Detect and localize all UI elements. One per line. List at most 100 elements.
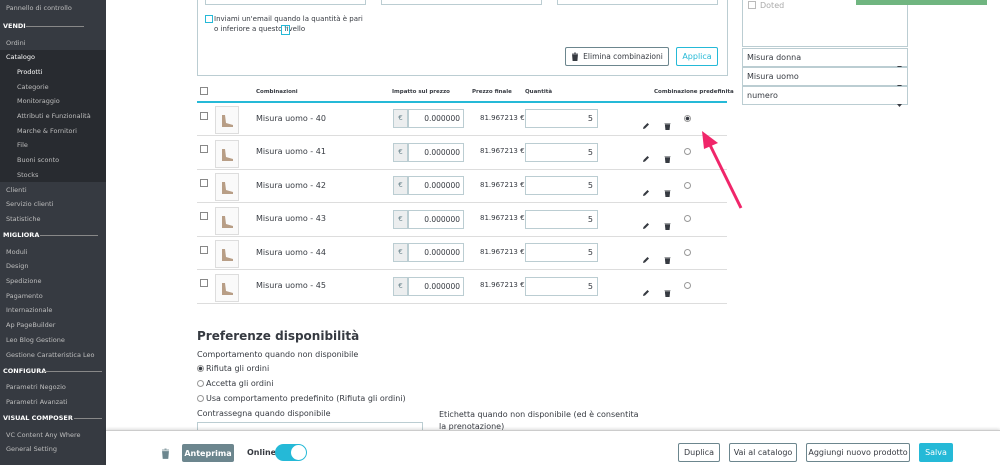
select[interactable]: Misura uomo — [742, 67, 908, 88]
header-rule — [197, 101, 727, 103]
input[interactable] — [381, 0, 542, 5]
radio[interactable] — [197, 380, 204, 387]
quantity-input[interactable]: 5 — [525, 142, 598, 162]
menu-item[interactable]: Internazionale — [6, 306, 53, 315]
add-product-button[interactable]: Aggiungi nuovo prodotto — [806, 443, 910, 462]
menu-item[interactable]: Clienti — [6, 185, 27, 194]
submenu-item[interactable]: Attributi e Funzionalità — [17, 112, 91, 120]
menu-item[interactable]: Statistiche — [6, 214, 41, 223]
row-checkbox[interactable] — [200, 279, 208, 288]
quantity-input[interactable]: 5 — [525, 209, 598, 229]
active-group — [0, 49, 106, 182]
edit-icon[interactable] — [642, 182, 650, 201]
menu-item[interactable]: General Setting — [6, 445, 57, 454]
menu-item[interactable]: Pagamento — [6, 291, 43, 300]
submenu-item[interactable]: Marche & Fornitori — [17, 126, 77, 135]
submenu-item[interactable]: File — [17, 141, 28, 150]
row-checkbox[interactable] — [200, 178, 208, 187]
menu-item[interactable]: Spedizione — [6, 277, 42, 285]
edit-icon[interactable] — [642, 148, 650, 167]
menu-item[interactable]: VC Content Any Where — [6, 430, 81, 439]
delete-icon[interactable] — [664, 115, 671, 134]
default-radio[interactable] — [684, 215, 691, 223]
row-checkbox[interactable] — [200, 212, 208, 221]
save-button[interactable]: Salva — [919, 443, 953, 462]
delete-icon[interactable] — [664, 249, 671, 268]
impact-input[interactable]: 0.000000 — [408, 109, 464, 128]
delete-icon[interactable] — [664, 148, 671, 167]
delete-icon[interactable] — [664, 282, 671, 301]
submenu-item[interactable]: Categorie — [17, 82, 49, 91]
impact-input[interactable]: 0.000000 — [408, 243, 464, 262]
menu-item[interactable]: Parametri Avanzati — [6, 397, 68, 406]
online-label: Online — [247, 448, 277, 457]
input[interactable] — [205, 0, 366, 5]
delete-icon[interactable] — [161, 448, 170, 459]
default-radio[interactable] — [684, 181, 691, 189]
currency-addon: € — [393, 243, 408, 262]
row-separator — [197, 168, 727, 170]
input[interactable] — [557, 0, 718, 5]
row-checkbox[interactable] — [200, 111, 208, 120]
help-icon[interactable]: ? — [281, 25, 290, 35]
quantity-input[interactable]: 5 — [525, 109, 598, 128]
apply-button[interactable]: Applica — [676, 47, 718, 66]
select[interactable]: numero — [742, 86, 908, 107]
menu-item[interactable]: Gestione Caratteristica Leo — [6, 350, 95, 359]
column-header: Prezzo finale — [472, 89, 512, 95]
online-toggle[interactable] — [275, 444, 307, 461]
radio[interactable] — [197, 365, 204, 372]
section-title: CONFIGURA — [3, 366, 47, 375]
checkbox[interactable] — [748, 1, 756, 9]
menu-item[interactable]: Parametri Negozio — [6, 383, 66, 392]
impact-input[interactable]: 0.000000 — [408, 142, 464, 162]
edit-icon[interactable] — [642, 249, 650, 268]
menu-item[interactable]: Ap PageBuilder — [6, 321, 56, 330]
thumbnail — [215, 206, 239, 235]
select-all-checkbox[interactable] — [200, 87, 208, 95]
menu-item[interactable]: Pannello di controllo — [6, 4, 72, 12]
row-separator — [197, 135, 727, 136]
quantity-input[interactable]: 5 — [525, 176, 598, 195]
submenu-item[interactable]: Prodotti — [17, 67, 43, 76]
delete-combinations-button[interactable]: Elimina combinazioni — [565, 47, 669, 66]
submenu-item[interactable]: Stocks — [17, 170, 39, 179]
final-price: 81.967213 € — [480, 180, 525, 189]
default-radio[interactable] — [684, 148, 691, 156]
preview-button[interactable]: Anteprima — [182, 444, 234, 462]
edit-icon[interactable] — [642, 282, 650, 301]
quantity-input[interactable]: 5 — [525, 243, 598, 262]
impact-input[interactable]: 0.000000 — [408, 176, 464, 195]
final-price: 81.967213 € — [480, 214, 525, 223]
edit-icon[interactable] — [642, 115, 650, 134]
radio[interactable] — [197, 395, 204, 402]
select[interactable]: Misura donna — [742, 48, 908, 69]
annotation-arrow — [702, 131, 743, 209]
delete-icon[interactable] — [664, 182, 671, 201]
impact-input[interactable]: 0.000000 — [408, 209, 464, 229]
panel — [742, 0, 908, 47]
menu-item[interactable]: Servizio clienti — [6, 200, 54, 209]
section-rule — [44, 370, 102, 372]
menu-item[interactable]: Catalogo — [6, 53, 35, 62]
catalog-button[interactable]: Vai al catalogo — [729, 443, 797, 462]
row-checkbox[interactable] — [200, 245, 208, 254]
submenu-item[interactable]: Buoni sconto — [17, 156, 60, 165]
menu-item[interactable]: Leo Blog Gestione — [6, 335, 65, 344]
edit-icon[interactable] — [642, 215, 650, 234]
delete-icon[interactable] — [664, 215, 671, 234]
impact-input[interactable]: 0.000000 — [408, 276, 464, 296]
quantity-input[interactable]: 5 — [525, 276, 598, 296]
default-radio[interactable] — [684, 114, 691, 122]
row-checkbox[interactable] — [200, 145, 208, 154]
menu-item[interactable]: Ordini — [6, 38, 26, 47]
duplicate-button[interactable]: Duplica — [678, 443, 720, 462]
menu-item[interactable]: Design — [6, 262, 29, 271]
default-radio[interactable] — [684, 282, 691, 290]
checkbox[interactable] — [205, 15, 213, 23]
default-radio[interactable] — [684, 248, 691, 256]
submenu-item[interactable]: Monitoraggio — [17, 97, 60, 106]
green-button[interactable] — [856, 0, 987, 5]
row-separator — [197, 302, 727, 304]
menu-item[interactable]: Moduli — [6, 247, 28, 256]
